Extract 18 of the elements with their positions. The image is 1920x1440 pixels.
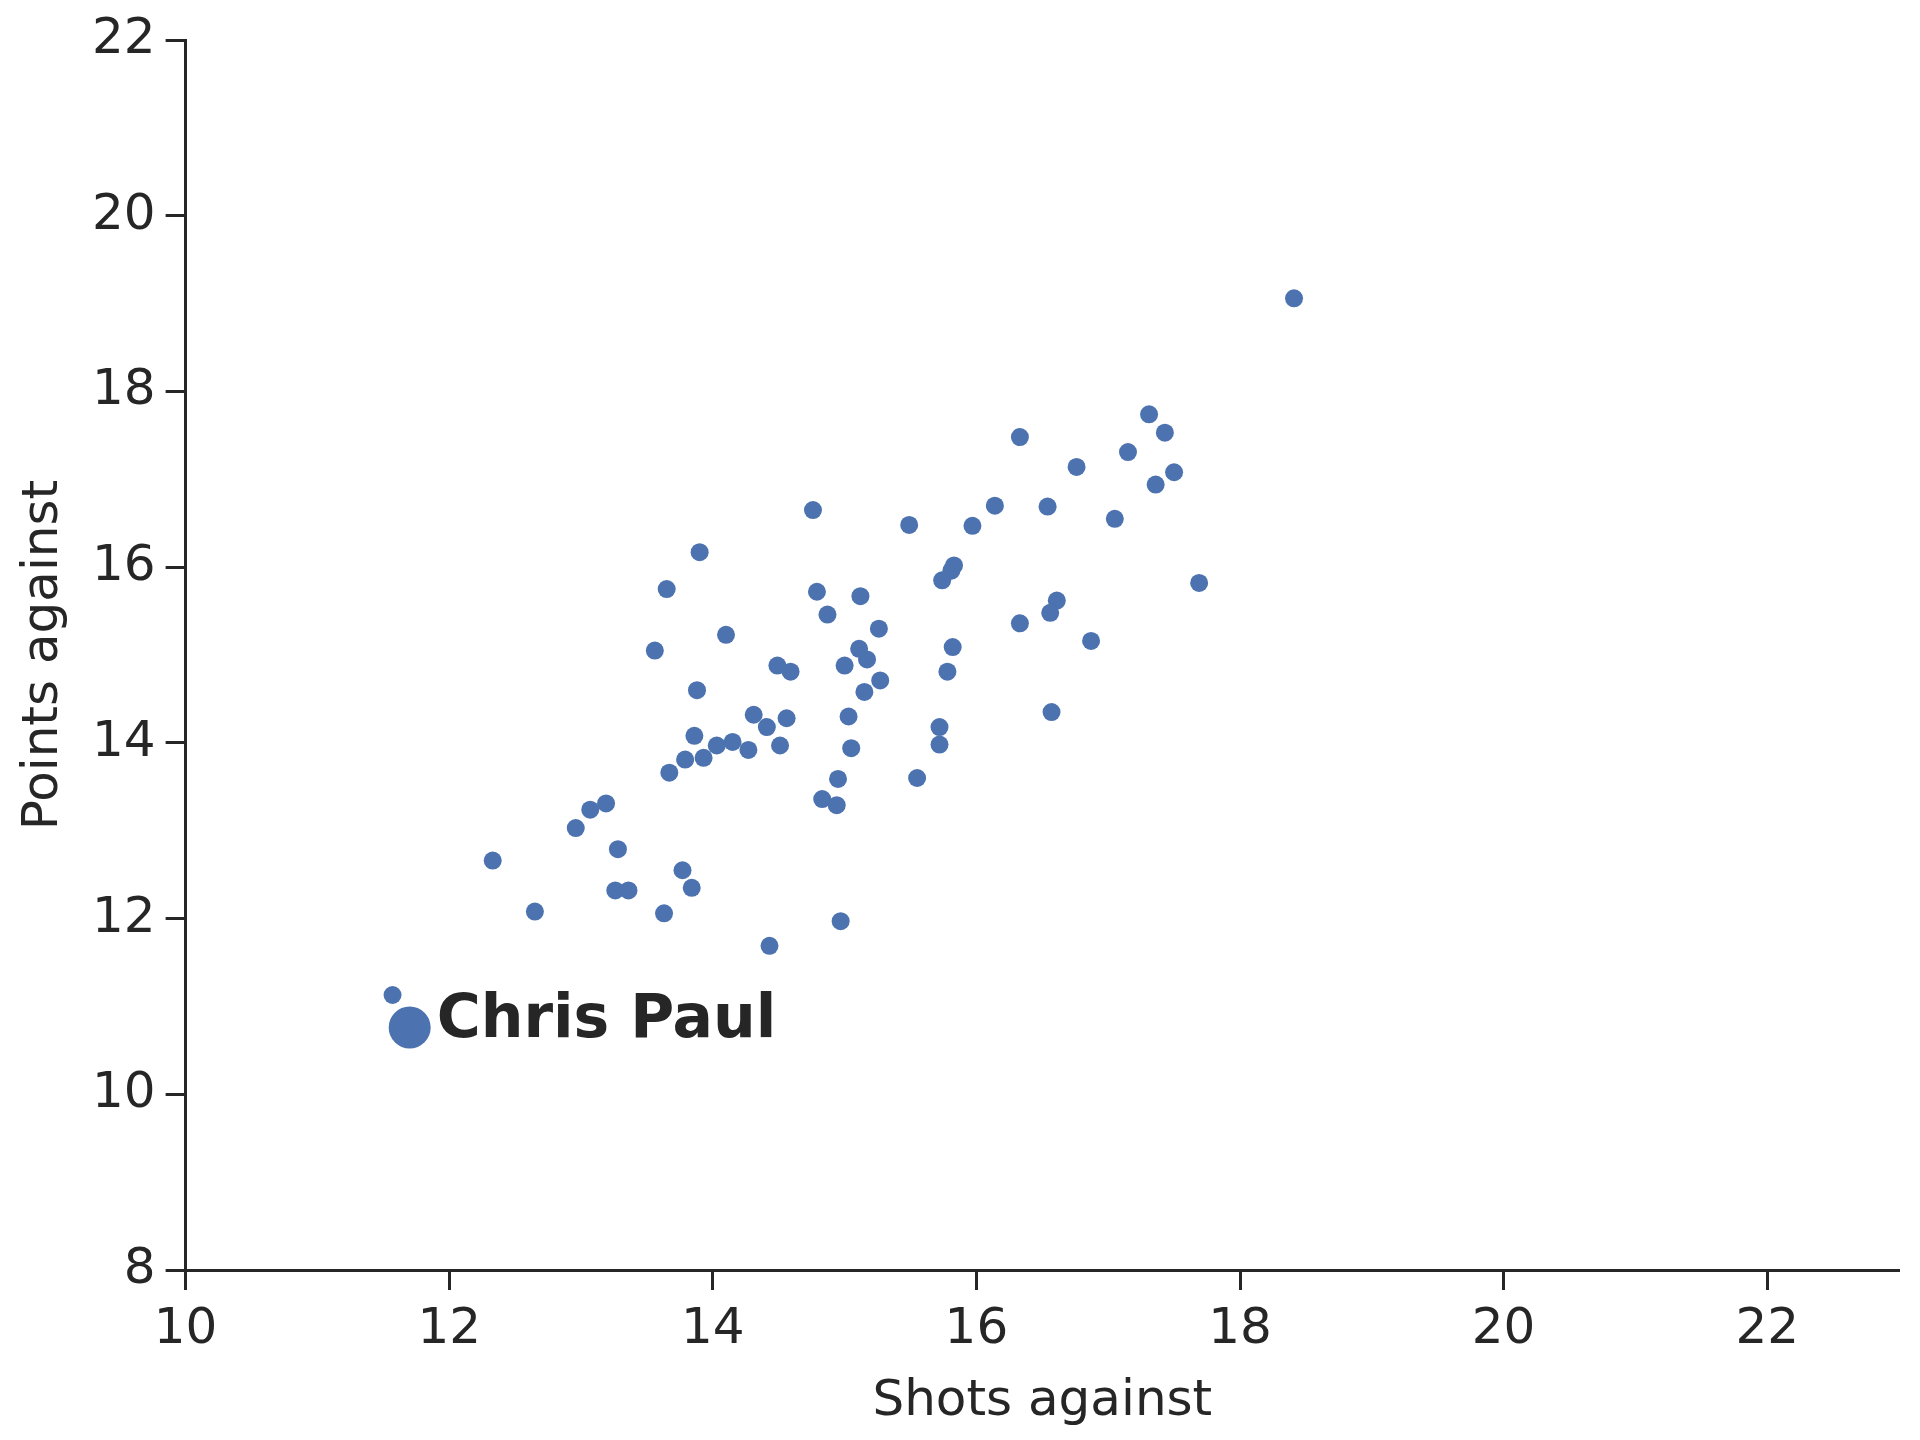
series-label: Chris Paul: [436, 981, 777, 1052]
y-tick-label: 8: [123, 1236, 156, 1295]
y-tick-label: 10: [92, 1061, 156, 1120]
y-tick-label: 18: [92, 358, 156, 417]
x-tick-label: 10: [153, 1296, 218, 1355]
y-tick-label: 20: [92, 182, 156, 241]
y-tick-label: 14: [92, 709, 156, 768]
x-tick-label: 12: [417, 1296, 482, 1355]
x-tick-label: 18: [1208, 1296, 1272, 1355]
y-tick-label: 12: [92, 885, 156, 944]
x-tick-label: 20: [1471, 1296, 1536, 1355]
x-tick-label: 16: [944, 1296, 1009, 1355]
y-axis-title: Points against: [10, 479, 69, 831]
x-tick-label: 22: [1735, 1296, 1800, 1355]
y-tick-label: 16: [92, 534, 156, 593]
x-tick-label: 14: [681, 1296, 745, 1355]
x-axis-title: Shots against: [872, 1368, 1213, 1427]
y-tick-label: 22: [92, 6, 156, 65]
